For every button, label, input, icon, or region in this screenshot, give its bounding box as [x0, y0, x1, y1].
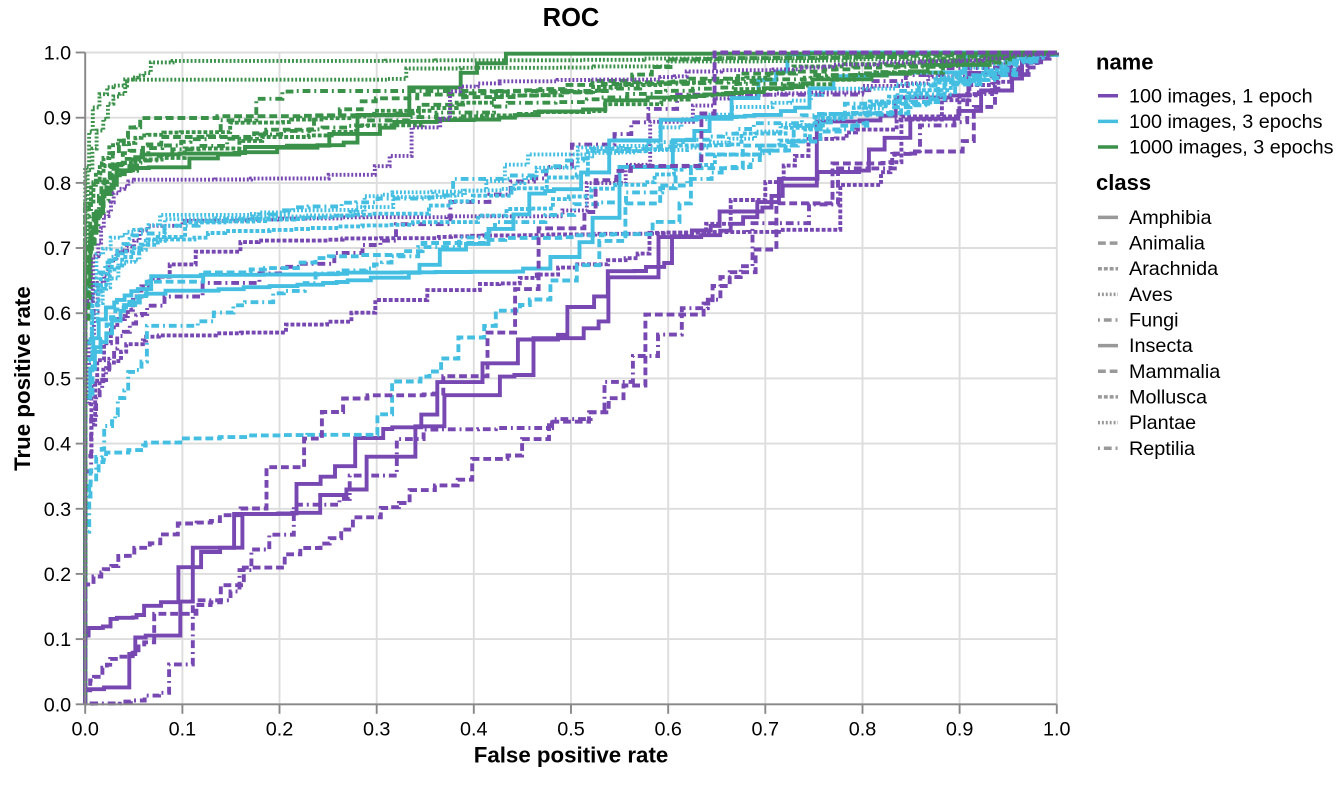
- svg-text:Reptilia: Reptilia: [1129, 438, 1195, 460]
- svg-text:Mollusca: Mollusca: [1129, 386, 1207, 408]
- svg-text:Plantae: Plantae: [1129, 412, 1196, 434]
- svg-text:0.9: 0.9: [44, 108, 72, 130]
- svg-text:1000 images, 3 epochs: 1000 images, 3 epochs: [1129, 137, 1334, 159]
- svg-text:0.4: 0.4: [460, 719, 488, 741]
- svg-text:100 images, 3 epochs: 100 images, 3 epochs: [1129, 111, 1323, 133]
- svg-text:0.0: 0.0: [71, 719, 99, 741]
- svg-text:0.8: 0.8: [849, 719, 877, 741]
- svg-text:0.5: 0.5: [44, 368, 72, 390]
- svg-text:Arachnida: Arachnida: [1129, 258, 1218, 280]
- svg-text:class: class: [1096, 170, 1151, 195]
- svg-text:1.0: 1.0: [44, 43, 72, 65]
- svg-text:False positive rate: False positive rate: [474, 743, 669, 768]
- svg-text:Aves: Aves: [1129, 284, 1173, 306]
- svg-text:1.0: 1.0: [1043, 719, 1071, 741]
- svg-text:0.5: 0.5: [557, 719, 585, 741]
- svg-text:Fungi: Fungi: [1129, 310, 1178, 332]
- svg-text:0.2: 0.2: [44, 564, 72, 586]
- svg-text:True positive rate: True positive rate: [10, 286, 35, 471]
- svg-text:0.4: 0.4: [44, 434, 72, 456]
- svg-text:Mammalia: Mammalia: [1129, 361, 1220, 383]
- svg-text:ROC: ROC: [543, 4, 600, 32]
- svg-text:0.6: 0.6: [654, 719, 682, 741]
- svg-text:0.1: 0.1: [44, 629, 72, 651]
- svg-text:0.2: 0.2: [266, 719, 294, 741]
- svg-text:Animalia: Animalia: [1129, 233, 1205, 255]
- svg-text:0.9: 0.9: [946, 719, 974, 741]
- svg-text:0.7: 0.7: [752, 719, 780, 741]
- svg-text:0.1: 0.1: [169, 719, 197, 741]
- svg-text:Amphibia: Amphibia: [1129, 207, 1211, 229]
- svg-text:name: name: [1096, 50, 1153, 75]
- svg-text:0.0: 0.0: [44, 694, 72, 716]
- svg-text:0.6: 0.6: [44, 303, 72, 325]
- svg-text:0.3: 0.3: [44, 499, 72, 521]
- svg-text:100 images, 1 epoch: 100 images, 1 epoch: [1129, 85, 1313, 107]
- svg-text:0.7: 0.7: [44, 238, 72, 260]
- svg-text:0.8: 0.8: [44, 173, 72, 195]
- svg-text:Insecta: Insecta: [1129, 335, 1193, 357]
- svg-text:0.3: 0.3: [363, 719, 391, 741]
